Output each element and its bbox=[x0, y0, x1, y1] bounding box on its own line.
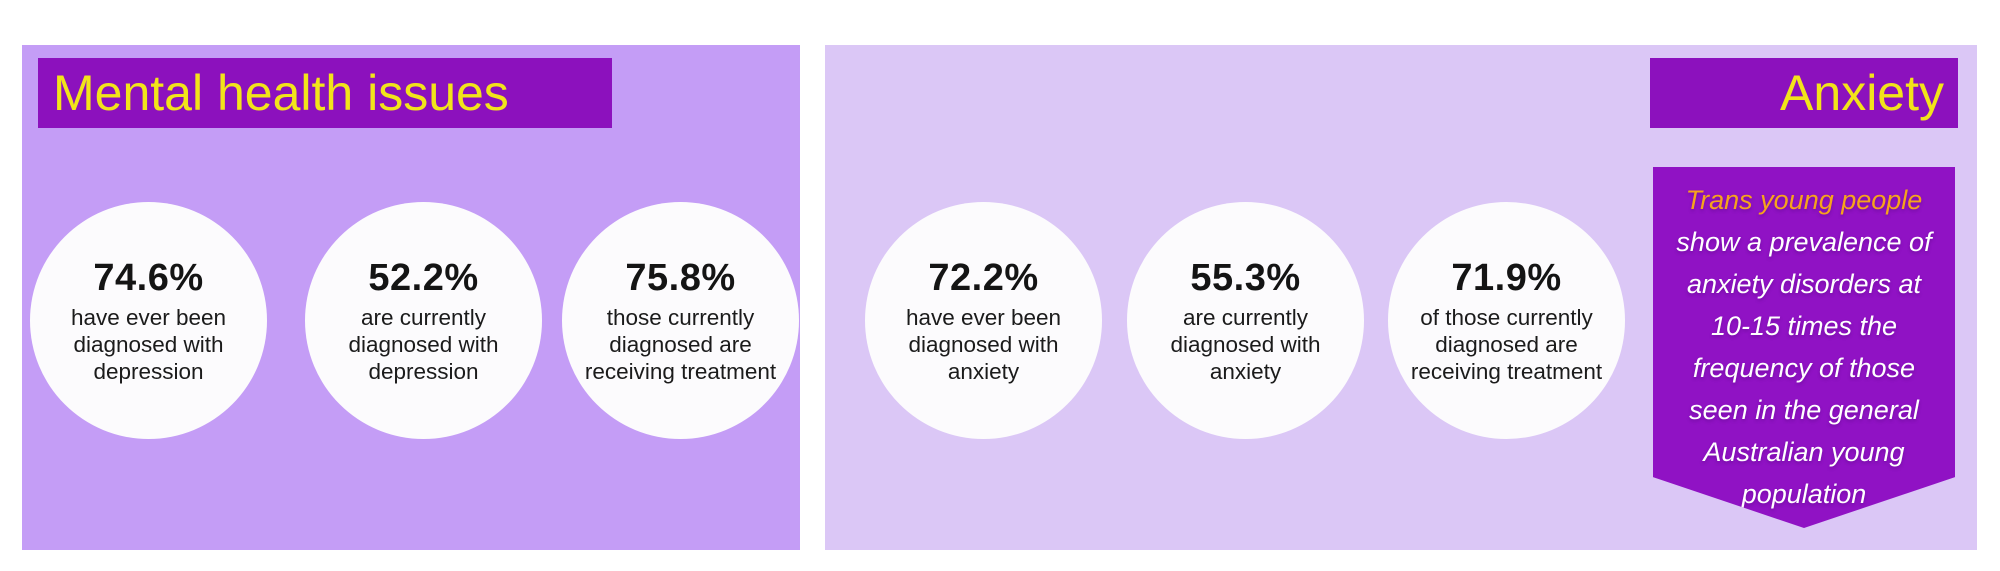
ribbon-highlight-text: Trans young people bbox=[1685, 185, 1923, 215]
mental-health-stats: 74.6% have ever been diagnosed with depr… bbox=[22, 202, 800, 439]
anxiety-stats: 72.2% have ever been diagnosed with anxi… bbox=[825, 202, 1977, 439]
stat-circle-depression-treatment: 75.8% those currently diagnosed are rece… bbox=[562, 202, 799, 439]
stat-label: those currently diagnosed are receiving … bbox=[584, 304, 777, 384]
stat-circle-depression-current: 52.2% are currently diagnosed with depre… bbox=[305, 202, 542, 439]
stat-label: have ever been diagnosed with depression bbox=[70, 304, 227, 384]
stat-value: 72.2% bbox=[928, 256, 1039, 299]
stat-label: have ever been diagnosed with anxiety bbox=[905, 304, 1062, 384]
mental-health-title-banner: Mental health issues bbox=[38, 58, 612, 128]
stat-value: 71.9% bbox=[1451, 256, 1562, 299]
anxiety-title-banner: Anxiety bbox=[1650, 58, 1958, 128]
stat-value: 52.2% bbox=[368, 256, 479, 299]
stat-circle-anxiety-treatment: 71.9% of those currently diagnosed are r… bbox=[1388, 202, 1625, 439]
anxiety-panel: Anxiety 72.2% have ever been diagnosed w… bbox=[825, 45, 1977, 550]
mental-health-title: Mental health issues bbox=[53, 65, 509, 121]
stat-value: 74.6% bbox=[93, 256, 204, 299]
mental-health-panel: Mental health issues 74.6% have ever bee… bbox=[22, 45, 800, 550]
stat-value: 55.3% bbox=[1190, 256, 1301, 299]
anxiety-title: Anxiety bbox=[1780, 65, 1944, 121]
ribbon-body-text: show a prevalence of anxiety disorders a… bbox=[1676, 227, 1932, 509]
stat-label: are currently diagnosed with anxiety bbox=[1170, 304, 1321, 384]
stat-label: of those currently diagnosed are receivi… bbox=[1410, 304, 1603, 384]
anxiety-callout-ribbon: Trans young people show a prevalence of … bbox=[1653, 167, 1955, 528]
stat-circle-depression-ever: 74.6% have ever been diagnosed with depr… bbox=[30, 202, 267, 439]
stat-label: are currently diagnosed with depression bbox=[348, 304, 499, 384]
stat-circle-anxiety-ever: 72.2% have ever been diagnosed with anxi… bbox=[865, 202, 1102, 439]
stat-circle-anxiety-current: 55.3% are currently diagnosed with anxie… bbox=[1127, 202, 1364, 439]
stat-value: 75.8% bbox=[625, 256, 736, 299]
